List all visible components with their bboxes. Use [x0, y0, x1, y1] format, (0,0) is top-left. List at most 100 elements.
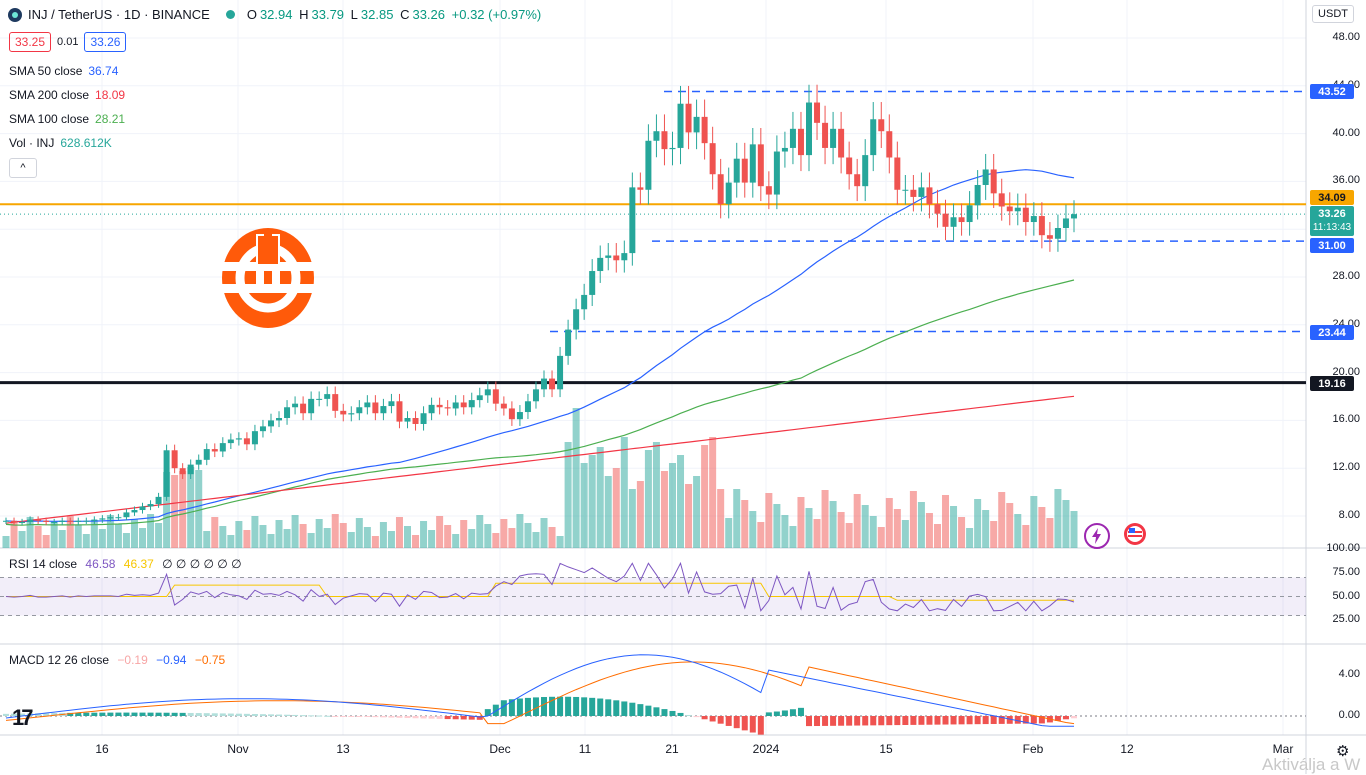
macd-histogram-bar: [187, 712, 194, 716]
candle-body: [195, 459, 202, 465]
volume-bar: [893, 509, 901, 548]
sma50-line: [5, 169, 1075, 523]
legend-sma200[interactable]: SMA 200 close 18.09: [9, 88, 126, 102]
candle-body: [701, 116, 708, 144]
volume-bar: [548, 527, 556, 548]
macd-histogram-bar: [741, 716, 748, 731]
macd-histogram-bar: [789, 709, 796, 716]
candle-body: [324, 394, 331, 399]
candle-body: [115, 517, 122, 519]
macd-histogram-bar: [43, 713, 50, 716]
legend-volume[interactable]: Vol · INJ 628.612K: [9, 136, 112, 150]
macd-histogram-bar: [284, 714, 291, 716]
candle-body: [3, 520, 9, 522]
volume-bar: [404, 526, 411, 548]
candle-body: [677, 103, 684, 148]
price-tick-label: 28.00: [1332, 270, 1360, 282]
tradingview-logo[interactable]: 17: [12, 705, 34, 730]
volume-bar: [492, 533, 500, 548]
volume-bar: [677, 455, 685, 548]
macd-histogram-bar: [115, 712, 122, 716]
candle-body: [444, 407, 451, 409]
candle-body: [781, 147, 788, 152]
high-value: 33.79: [311, 7, 345, 22]
candle-body: [966, 205, 973, 223]
macd-tick-label: 4.00: [1338, 668, 1360, 681]
volume-bar: [387, 531, 395, 548]
ask-price[interactable]: 33.26: [84, 32, 127, 52]
symbol-title[interactable]: INJ / TetherUS · 1D · BINANCE: [28, 7, 210, 22]
candle-body: [757, 144, 764, 187]
price-tick-label: 12.00: [1332, 461, 1360, 474]
candle-body: [878, 119, 885, 132]
volume-bar: [243, 530, 251, 548]
macd-histogram-bar: [862, 716, 869, 726]
macd-histogram-bar: [685, 714, 692, 716]
macd-histogram-bar: [797, 707, 804, 716]
volume-bar: [877, 527, 885, 548]
price-tick-label: 20.00: [1332, 365, 1360, 378]
legend-sma50[interactable]: SMA 50 close 36.74: [9, 64, 119, 78]
macd-histogram-bar: [717, 716, 724, 724]
candle-body: [179, 468, 186, 475]
candle-body: [1070, 214, 1077, 219]
tag-43-52: 43.52: [1310, 84, 1354, 99]
volume-bar: [1062, 500, 1070, 548]
volume-bar: [219, 526, 227, 548]
candle-body: [436, 404, 443, 408]
macd-histogram-bar: [484, 709, 491, 716]
volume-bar: [98, 529, 106, 548]
volume-bar: [869, 516, 877, 548]
macd-histogram-bar: [942, 716, 949, 725]
currency-button[interactable]: USDT: [1312, 5, 1354, 23]
candle-body: [19, 521, 26, 523]
candle-body: [147, 504, 154, 507]
candle-body: [789, 128, 796, 148]
volume-bar: [933, 524, 941, 548]
macd-histogram-bar: [661, 709, 668, 716]
volume-bar: [203, 531, 211, 548]
volume-bar: [130, 519, 138, 548]
bid-price[interactable]: 33.25: [9, 32, 52, 52]
volume-bar: [717, 489, 725, 548]
rsi-legend[interactable]: RSI 14 close 46.58 46.37 ∅ ∅ ∅ ∅ ∅ ∅: [9, 557, 242, 571]
us-flag-event-icon[interactable]: [1124, 523, 1146, 545]
candle-body: [91, 519, 98, 521]
candle-body: [259, 426, 266, 432]
volume-bar: [74, 525, 82, 548]
tag-34-09: 34.09: [1310, 190, 1354, 205]
macd-legend[interactable]: MACD 12 26 close −0.19 −0.94 −0.75: [9, 653, 226, 667]
settings-gear-icon[interactable]: ⚙: [1336, 743, 1350, 760]
macd-histogram-bar: [1030, 716, 1037, 724]
volume-bar: [379, 522, 387, 548]
candle-body: [822, 122, 829, 148]
macd-histogram-bar: [894, 716, 901, 726]
time-tick-label: Dec: [489, 742, 511, 756]
candle-body: [340, 410, 347, 415]
volume-bar: [741, 500, 749, 548]
candle-body: [894, 157, 901, 190]
ohlc-values: O 32.94 H 33.79 L 32.85 C 33.26 +0.32 (+0.97…: [246, 7, 542, 22]
candle-body: [83, 520, 90, 522]
volume-bar: [524, 523, 532, 548]
candle-body: [621, 253, 628, 261]
candle-body: [797, 128, 804, 156]
volume-bar: [998, 492, 1006, 548]
time-tick-label: 2024: [752, 742, 780, 756]
macd-histogram-bar: [396, 716, 403, 718]
macd-histogram-bar: [251, 714, 258, 716]
collapse-legend-button[interactable]: ^: [9, 158, 37, 178]
candle-body: [645, 140, 652, 190]
volume-bar: [1014, 514, 1022, 548]
macd-histogram-bar: [99, 712, 106, 716]
macd-histogram-bar: [966, 716, 973, 725]
macd-histogram-bar: [733, 716, 740, 729]
volume-bar: [813, 519, 821, 548]
lightning-event-icon[interactable]: [1084, 523, 1110, 549]
volume-bar: [355, 518, 363, 548]
legend-sma100[interactable]: SMA 100 close 28.21: [9, 112, 126, 126]
volume-bar: [428, 530, 436, 548]
macd-histogram-bar: [500, 700, 507, 716]
candle-body: [35, 519, 42, 521]
